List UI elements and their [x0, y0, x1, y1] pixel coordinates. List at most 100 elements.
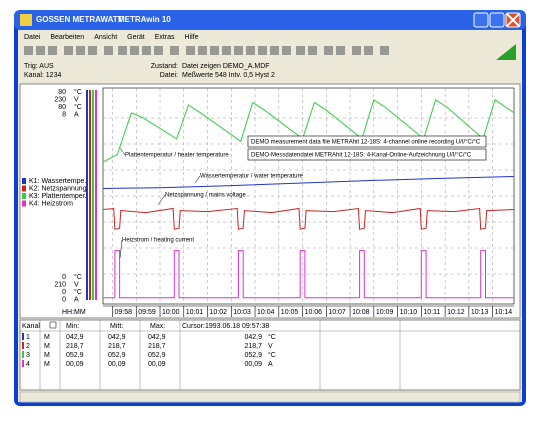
- axis-unit: A: [74, 111, 79, 118]
- tool-button[interactable]: [336, 46, 345, 55]
- annotation-box: [247, 148, 487, 161]
- tool-button[interactable]: [380, 46, 389, 55]
- menu-item[interactable]: Ansicht: [94, 34, 117, 41]
- tool-button[interactable]: [246, 46, 255, 55]
- status-bar: [19, 391, 521, 403]
- x-tick-label: 09:58: [115, 309, 133, 316]
- leader-line: [157, 194, 166, 206]
- tool-button[interactable]: [234, 46, 243, 55]
- menu-item[interactable]: Extras: [155, 34, 175, 41]
- tool-button[interactable]: [142, 46, 151, 55]
- x-tick-label: 10:11: [423, 309, 440, 316]
- menu-bar: Datei Bearbeiten Ansicht Gerät Extras Hilfe: [24, 34, 199, 41]
- annotation: Plattentemperatur / heater temperature: [125, 153, 229, 159]
- table-cell: 4: [26, 361, 30, 368]
- annotation: Heizstrom / heating current: [122, 238, 194, 244]
- tool-button[interactable]: [296, 46, 305, 55]
- annotation: Netzspannung / mains voltage: [165, 193, 246, 199]
- axis-unit: °C: [74, 88, 82, 96]
- table-header: Mitt:: [110, 323, 123, 330]
- leader-line: [119, 239, 123, 259]
- menu-item[interactable]: Bearbeiten: [50, 34, 84, 41]
- x-tick-label: 10:10: [400, 309, 418, 316]
- x-tick-label: 10:13: [471, 309, 489, 316]
- zustand-label: Zustand:: [151, 63, 178, 70]
- tool-button[interactable]: [282, 46, 291, 55]
- x-tick-label: 09:59: [138, 309, 156, 316]
- tool-button[interactable]: [88, 46, 97, 55]
- x-tick-label: 10:06: [305, 309, 323, 316]
- axis-color: [89, 90, 91, 300]
- axis-min: 210: [54, 281, 66, 288]
- tool-button[interactable]: [222, 46, 231, 55]
- table-body: Kanal Min: Mitt: Max: Cursor: 1993.06.18 09:5…: [20, 320, 520, 390]
- legend-entry[interactable]: K2: Netzspannung: [29, 185, 87, 192]
- table-cell: M: [44, 343, 50, 350]
- tool-button[interactable]: [154, 46, 163, 55]
- logo-wedge: [496, 44, 516, 60]
- close-icon: [506, 13, 520, 27]
- channel-color: [22, 351, 24, 358]
- tool-button[interactable]: [36, 46, 45, 55]
- x-tick-label: 10:00: [162, 309, 180, 316]
- zustand: Datei zeigen DEMO_A.MDF: [182, 63, 270, 70]
- tool-button[interactable]: [352, 46, 361, 55]
- series-line: [103, 250, 514, 299]
- annotation: Wassertemperatur / water temperature: [200, 174, 303, 180]
- tool-button[interactable]: [76, 46, 85, 55]
- tool-button[interactable]: [24, 46, 33, 55]
- table-cell: 052,9: [148, 352, 166, 359]
- checkbox[interactable]: [49, 321, 57, 329]
- axis-unit: °C: [74, 288, 82, 296]
- table-cell: 00,09: [108, 361, 126, 368]
- menu-item[interactable]: Hilfe: [185, 34, 199, 41]
- axis-max: 80: [58, 104, 66, 111]
- axis-unit: V: [74, 281, 79, 288]
- toolbar: [24, 46, 389, 55]
- table-cell: 052,9: [244, 352, 262, 359]
- tool-button[interactable]: [48, 46, 57, 55]
- legend-swatch: [22, 193, 26, 199]
- menu-item[interactable]: Gerät: [127, 34, 145, 41]
- table-cell: V: [268, 343, 273, 350]
- legend-swatch: [22, 200, 26, 207]
- tool-button[interactable]: [324, 46, 333, 55]
- app-name: GOSSEN METRAWATT: [36, 15, 123, 24]
- tool-button[interactable]: [118, 46, 127, 55]
- channel-color: [22, 333, 24, 340]
- chart: HH:MM 09:58 09:59 10:00 10:01 10:02 10:03 10:04…: [22, 87, 515, 317]
- trig: Trig: AUS: [24, 63, 54, 70]
- tool-button[interactable]: [130, 46, 139, 55]
- table-cell: 218,7: [148, 343, 166, 350]
- tool-button[interactable]: [186, 46, 195, 55]
- tool-button[interactable]: [198, 46, 207, 55]
- x-tick-label: 10:07: [328, 309, 346, 316]
- tool-button[interactable]: [104, 46, 113, 55]
- tool-button[interactable]: [170, 46, 179, 55]
- x-tick-label: 10:08: [352, 309, 370, 316]
- table-header: Max:: [150, 323, 165, 330]
- axis-color: [95, 90, 97, 300]
- axis-color: [86, 90, 88, 300]
- minimize-button[interactable]: [473, 12, 489, 28]
- tool-button[interactable]: [258, 46, 267, 55]
- menu-item[interactable]: Datei: [24, 34, 41, 41]
- table-cell: 1: [26, 334, 30, 341]
- table-cell: 052,9: [66, 352, 84, 359]
- table-cell: M: [44, 334, 50, 341]
- table-cell: M: [44, 361, 50, 368]
- channel-color: [22, 342, 24, 349]
- maximize-button[interactable]: [489, 12, 505, 28]
- legend-entry[interactable]: K3: Plattentemper.: [29, 193, 87, 200]
- tool-button[interactable]: [64, 46, 73, 55]
- tool-button[interactable]: [210, 46, 219, 55]
- legend-entry[interactable]: K4: Heizstrom: [29, 200, 73, 207]
- axis-unit: °C: [74, 103, 82, 111]
- tool-button[interactable]: [270, 46, 279, 55]
- tool-button[interactable]: [308, 46, 317, 55]
- tool-button[interactable]: [364, 46, 373, 55]
- legend-entry[interactable]: K1: Wassertempe.: [29, 178, 86, 185]
- window-title: METRAwin 10: [118, 15, 171, 24]
